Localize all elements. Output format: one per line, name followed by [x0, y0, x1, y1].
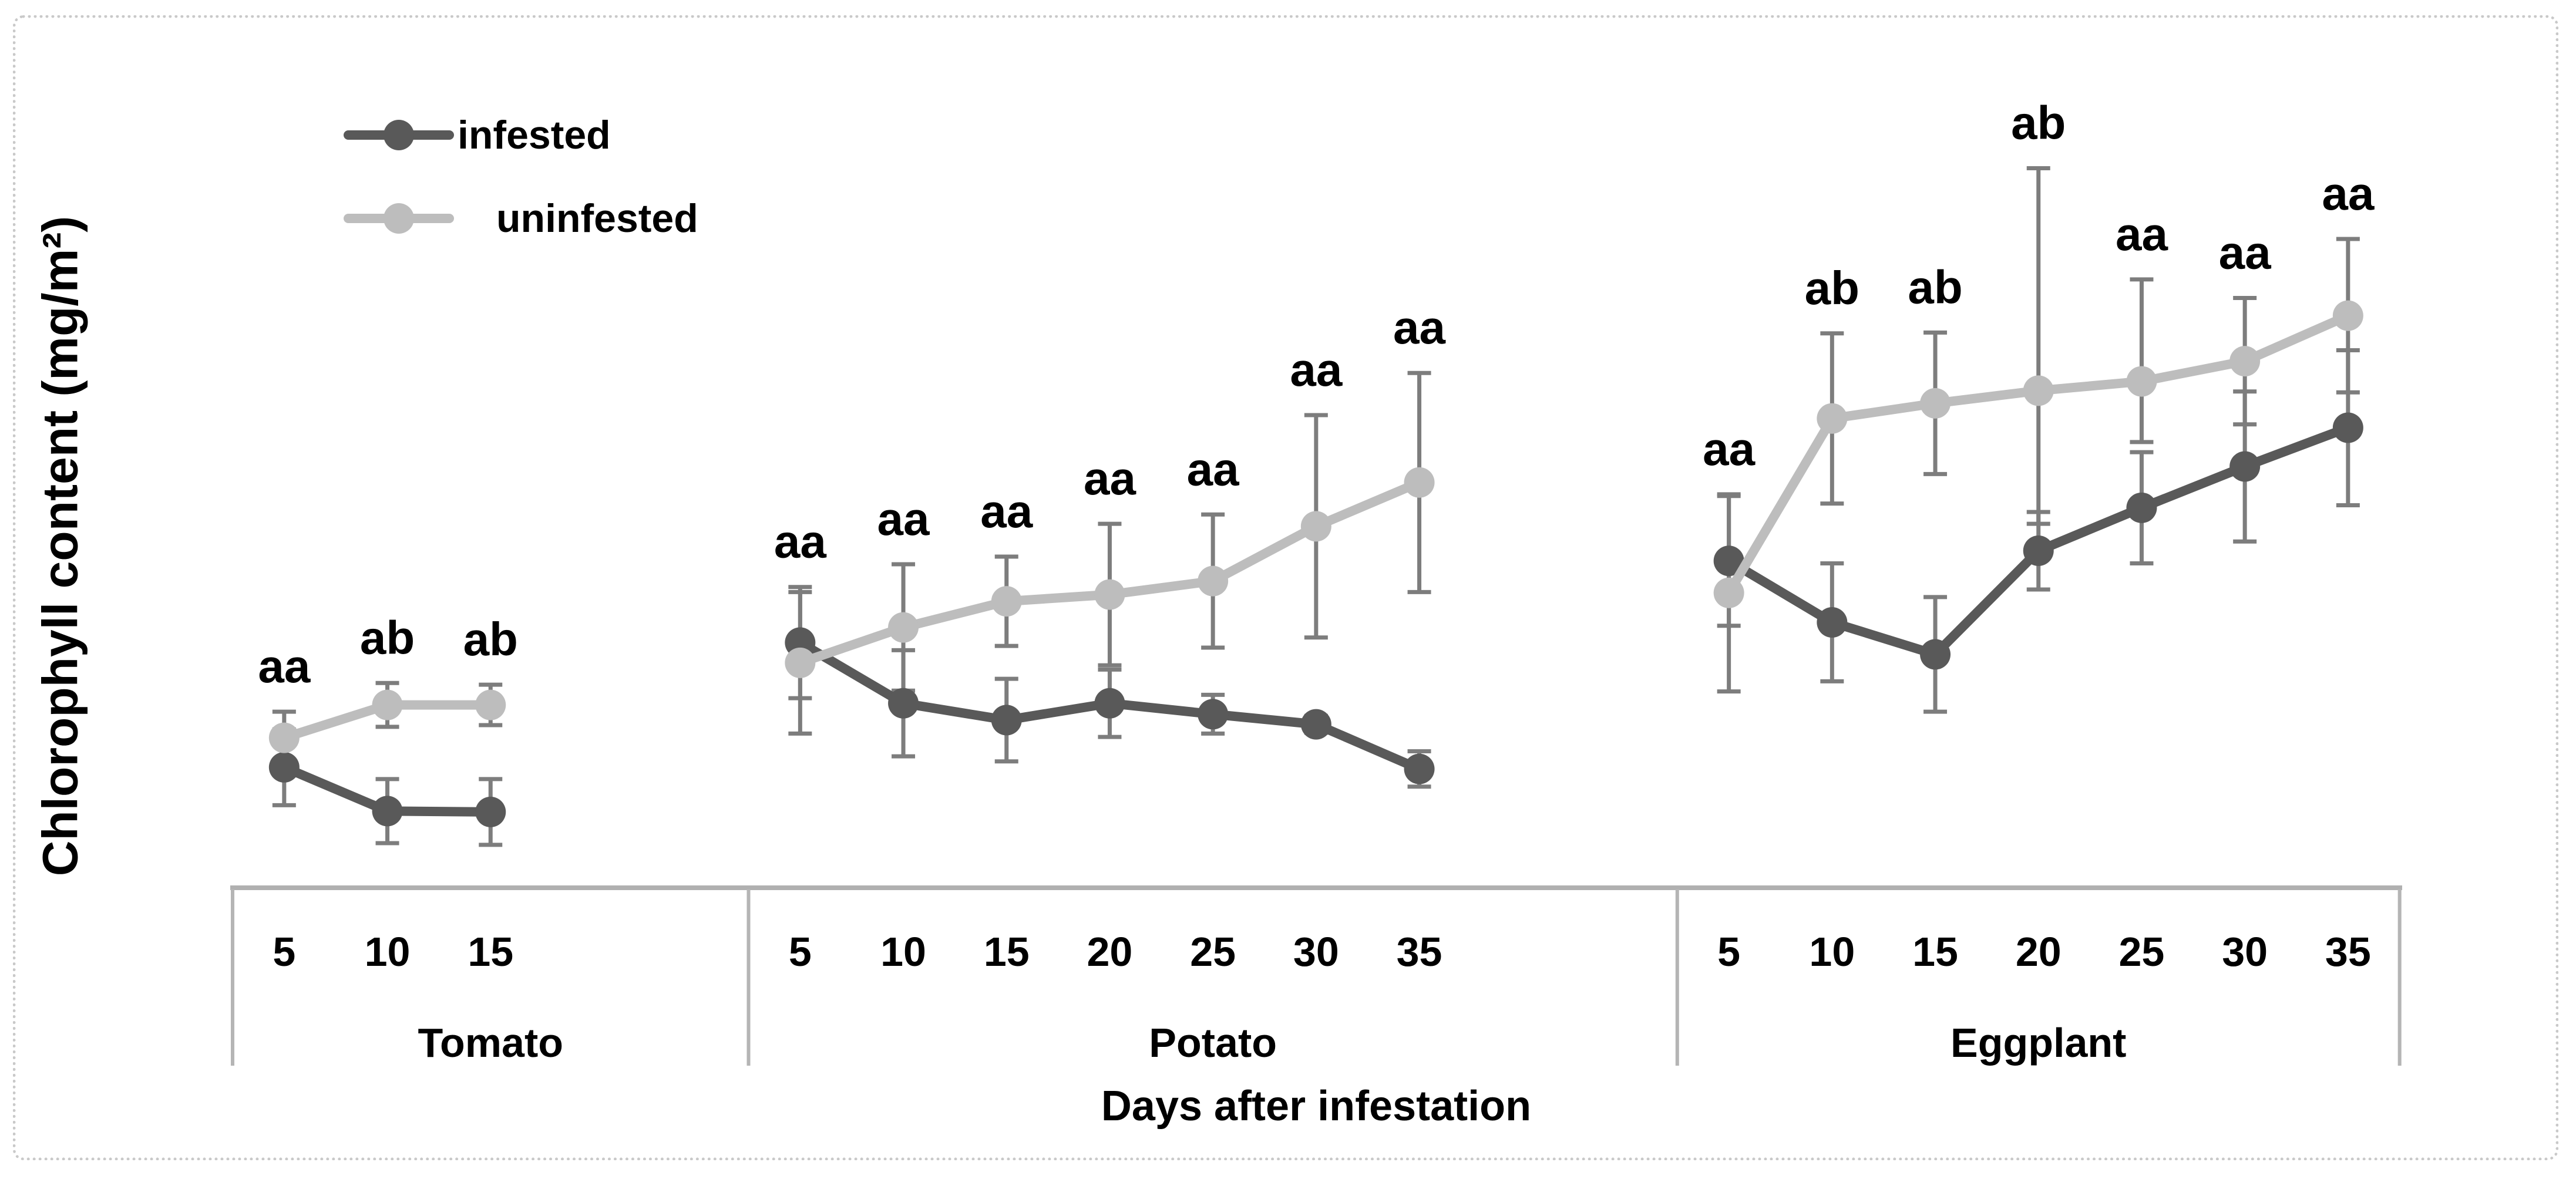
- x-tick-label: 15: [468, 929, 513, 975]
- significance-label: aa: [1703, 423, 1755, 475]
- legend-label-infested: infested: [458, 113, 611, 157]
- significance-label: ab: [463, 613, 518, 665]
- data-point-infested: [475, 796, 506, 827]
- data-point-infested: [372, 796, 403, 827]
- data-point-infested: [2229, 451, 2261, 482]
- x-tick-label: 15: [1912, 929, 1958, 975]
- data-point-infested: [888, 688, 919, 719]
- x-tick-label: 20: [2016, 929, 2062, 975]
- data-point-uninfested: [475, 689, 506, 720]
- data-point-infested: [2332, 412, 2363, 443]
- significance-label: aa: [2219, 227, 2271, 279]
- category-group-label: Potato: [1149, 1020, 1277, 1066]
- x-tick-label: 20: [1087, 929, 1133, 975]
- data-point-uninfested: [1817, 403, 1848, 434]
- significance-label: ab: [1805, 262, 1859, 314]
- y-axis-title: Chlorophyll content (mg/m²): [32, 215, 88, 877]
- data-point-infested: [2023, 535, 2054, 566]
- data-point-uninfested: [1404, 467, 1435, 498]
- significance-label: aa: [1084, 452, 1136, 504]
- data-point-uninfested: [2229, 346, 2261, 377]
- x-tick-label: 15: [984, 929, 1030, 975]
- significance-label: aa: [1393, 301, 1445, 353]
- data-point-infested: [1920, 639, 1951, 670]
- significance-label: ab: [1908, 261, 1962, 313]
- x-axis-title: Days after infestation: [1101, 1083, 1532, 1130]
- category-group-label: Eggplant: [1951, 1020, 2126, 1066]
- data-point-uninfested: [1094, 579, 1125, 610]
- x-tick-label: 25: [2119, 929, 2165, 975]
- legend-item-infested: infested: [344, 112, 611, 159]
- data-point-infested: [268, 752, 300, 783]
- x-tick-label: 35: [1397, 929, 1442, 975]
- significance-label: ab: [360, 611, 415, 663]
- x-tick-label: 30: [2222, 929, 2268, 975]
- data-point-uninfested: [1300, 511, 1331, 542]
- x-tick-label: 10: [880, 929, 926, 975]
- data-point-uninfested: [2126, 366, 2157, 397]
- data-point-infested: [1817, 607, 1848, 638]
- significance-label: aa: [877, 493, 930, 545]
- data-point-uninfested: [2023, 375, 2054, 406]
- x-tick-label: 5: [789, 929, 812, 975]
- data-point-uninfested: [1198, 565, 1229, 597]
- significance-label: aa: [980, 485, 1033, 537]
- data-point-uninfested: [785, 647, 816, 678]
- significance-label: ab: [2011, 97, 2066, 149]
- data-point-uninfested: [268, 722, 300, 753]
- data-point-infested: [991, 705, 1022, 736]
- data-point-infested: [1094, 688, 1125, 719]
- x-tick-label: 35: [2325, 929, 2371, 975]
- data-point-uninfested: [1920, 388, 1951, 419]
- significance-label: aa: [1187, 443, 1239, 495]
- x-tick-label: 5: [273, 929, 295, 975]
- x-tick-label: 25: [1190, 929, 1236, 975]
- data-point-uninfested: [372, 689, 403, 720]
- significance-label: aa: [774, 516, 826, 568]
- x-tick-label: 10: [365, 929, 411, 975]
- data-point-uninfested: [888, 612, 919, 643]
- data-point-infested: [1404, 753, 1435, 784]
- x-tick-label: 30: [1293, 929, 1339, 975]
- data-point-uninfested: [2332, 300, 2363, 331]
- figure-border: [13, 15, 2558, 1160]
- x-tick-label: 5: [1717, 929, 1740, 975]
- data-point-uninfested: [1713, 577, 1744, 608]
- data-point-uninfested: [991, 586, 1022, 617]
- data-point-infested: [1198, 699, 1229, 730]
- data-point-infested: [1300, 709, 1331, 740]
- significance-label: aa: [258, 640, 310, 692]
- significance-label: aa: [2322, 167, 2374, 220]
- x-tick-label: 10: [1809, 929, 1855, 975]
- significance-label: aa: [1290, 343, 1342, 396]
- legend-item-uninfested: uninfested: [344, 195, 698, 242]
- legend-label-uninfested: uninfested: [496, 196, 698, 241]
- data-point-infested: [2126, 492, 2157, 523]
- category-group-label: Tomato: [418, 1020, 563, 1066]
- uninfested-line-marker-icon: [344, 195, 454, 242]
- data-point-infested: [1713, 545, 1744, 577]
- infested-line-marker-icon: [344, 112, 454, 159]
- significance-label: aa: [2116, 208, 2168, 260]
